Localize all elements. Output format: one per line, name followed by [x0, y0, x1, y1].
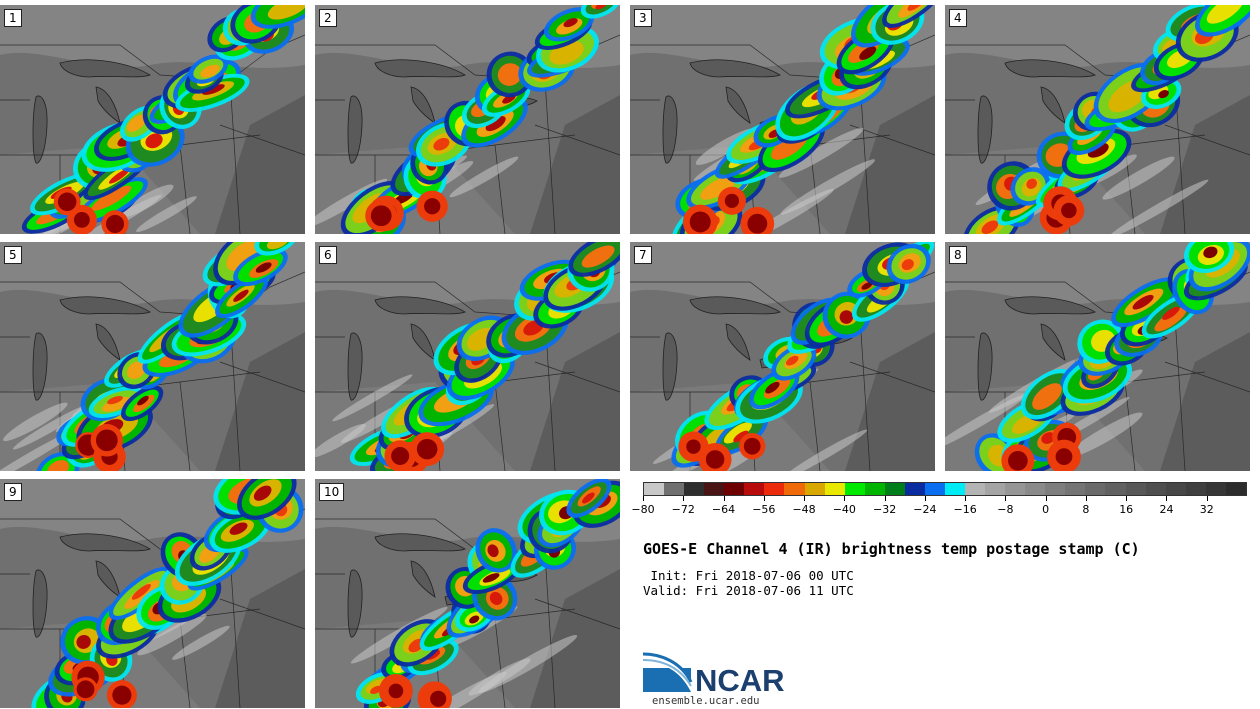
colorbar-segment — [704, 483, 725, 495]
colorbar-segment — [1145, 483, 1166, 495]
colorbar-tick-label: 32 — [1199, 503, 1214, 516]
colorbar-tick: −80 — [631, 496, 655, 516]
satellite-map — [945, 5, 1250, 234]
colorbar-tick: 32 — [1200, 496, 1214, 516]
panel-label: 4 — [949, 9, 967, 27]
colorbar-segment — [1005, 483, 1026, 495]
colorbar-tick-label: −80 — [631, 503, 655, 516]
satellite-map — [315, 5, 620, 234]
colorbar-segment — [1045, 483, 1066, 495]
colorbar-tick-label: −32 — [872, 503, 897, 516]
colorbar-segment — [764, 483, 785, 495]
panel-label: 9 — [4, 483, 22, 501]
colorbar-tick: −24 — [913, 496, 936, 516]
colorbar-segment — [664, 483, 685, 495]
colorbar-segment — [1065, 483, 1086, 495]
panel-1: 1 — [0, 5, 305, 234]
colorbar-segment — [1205, 483, 1226, 495]
colorbar-ticks: −80 −72 −64 −56 −48 −40 −32 −24 −16 −8 0 8 16 24 32 — [631, 496, 1247, 516]
colorbar-segment — [924, 483, 945, 495]
colorbar-tick: 16 — [1119, 496, 1133, 516]
satellite-map — [0, 5, 305, 234]
colorbar-segment — [864, 483, 885, 495]
site-url: ensemble.ucar.edu — [652, 695, 760, 707]
colorbar-segment — [965, 483, 986, 495]
ncar-logo: NCAR — [642, 652, 793, 698]
colorbar-tick: 8 — [1082, 496, 1089, 516]
colorbar-tick-label: −24 — [913, 503, 937, 516]
colorbar-segment — [1165, 483, 1186, 495]
colorbar-tick-label: −72 — [671, 503, 695, 516]
colorbar-tick-label: −56 — [752, 503, 776, 516]
panel-label: 6 — [319, 246, 337, 264]
colorbar-segment — [985, 483, 1006, 495]
colorbar-tick-label: 24 — [1159, 503, 1174, 516]
panel-4: 4 — [945, 5, 1250, 234]
colorbar-tick-label: 8 — [1082, 503, 1090, 516]
init-time: Init: Fri 2018-07-06 00 UTC — [643, 568, 854, 583]
colorbar-segment — [1085, 483, 1106, 495]
colorbar — [643, 482, 1247, 496]
panel-2: 2 — [315, 5, 620, 234]
colorbar-segment — [884, 483, 905, 495]
colorbar-tick: −32 — [873, 496, 896, 516]
panel-3: 3 — [630, 5, 935, 234]
ncar-logo-mark: NCAR — [642, 652, 785, 698]
colorbar-segment — [824, 483, 845, 495]
satellite-map — [0, 479, 305, 708]
colorbar-segment — [1185, 483, 1206, 495]
colorbar-tick: −8 — [997, 496, 1014, 516]
satellite-map — [0, 242, 305, 471]
colorbar-tick-label: −8 — [997, 503, 1014, 516]
colorbar-segment — [904, 483, 925, 495]
colorbar-tick-label: −40 — [832, 503, 856, 516]
colorbar-tick-label: −16 — [953, 503, 977, 516]
satellite-map — [630, 242, 935, 471]
satellite-map — [630, 5, 935, 234]
logo-text: NCAR — [695, 663, 785, 697]
colorbar-tick-label: −64 — [711, 503, 736, 516]
panel-label: 3 — [634, 9, 652, 27]
colorbar-segment — [844, 483, 865, 495]
colorbar-segment — [644, 483, 665, 495]
colorbar-segment — [944, 483, 965, 495]
panel-label: 7 — [634, 246, 652, 264]
satellite-map — [315, 242, 620, 471]
colorbar-segment — [1125, 483, 1146, 495]
valid-time: Valid: Fri 2018-07-06 11 UTC — [643, 583, 854, 598]
panel-7: 7 — [630, 242, 935, 471]
colorbar-segment — [1225, 483, 1246, 495]
chart-title: GOES-E Channel 4 (IR) brightness temp po… — [643, 540, 1140, 558]
colorbar-tick: −48 — [792, 496, 816, 516]
panel-label: 8 — [949, 246, 967, 264]
colorbar-tick-label: 0 — [1042, 503, 1050, 516]
panel-label: 2 — [319, 9, 337, 27]
panel-label: 10 — [319, 483, 345, 501]
colorbar-tick: 24 — [1159, 496, 1173, 516]
colorbar-tick: 0 — [1042, 496, 1049, 516]
colorbar-tick: −40 — [833, 496, 856, 516]
colorbar-segment — [1025, 483, 1046, 495]
panel-8: 8 — [945, 242, 1250, 471]
panel-label: 5 — [4, 246, 22, 264]
colorbar-tick: −64 — [712, 496, 735, 516]
colorbar-segment — [784, 483, 805, 495]
colorbar-segment — [684, 483, 705, 495]
satellite-map — [945, 242, 1250, 471]
panel-5: 5 — [0, 242, 305, 471]
colorbar-segment — [1105, 483, 1126, 495]
colorbar-segment — [744, 483, 765, 495]
panel-label: 1 — [4, 9, 22, 27]
panel-9: 9 — [0, 479, 305, 708]
satellite-map — [315, 479, 620, 708]
colorbar-tick-label: −48 — [792, 503, 816, 516]
colorbar-segment — [724, 483, 745, 495]
colorbar-tick: −16 — [954, 496, 977, 516]
colorbar-segment — [804, 483, 825, 495]
panel-6: 6 — [315, 242, 620, 471]
panel-10: 10 — [315, 479, 620, 708]
colorbar-tick-label: 16 — [1119, 503, 1134, 516]
colorbar-tick: −56 — [752, 496, 775, 516]
colorbar-tick: −72 — [672, 496, 695, 516]
